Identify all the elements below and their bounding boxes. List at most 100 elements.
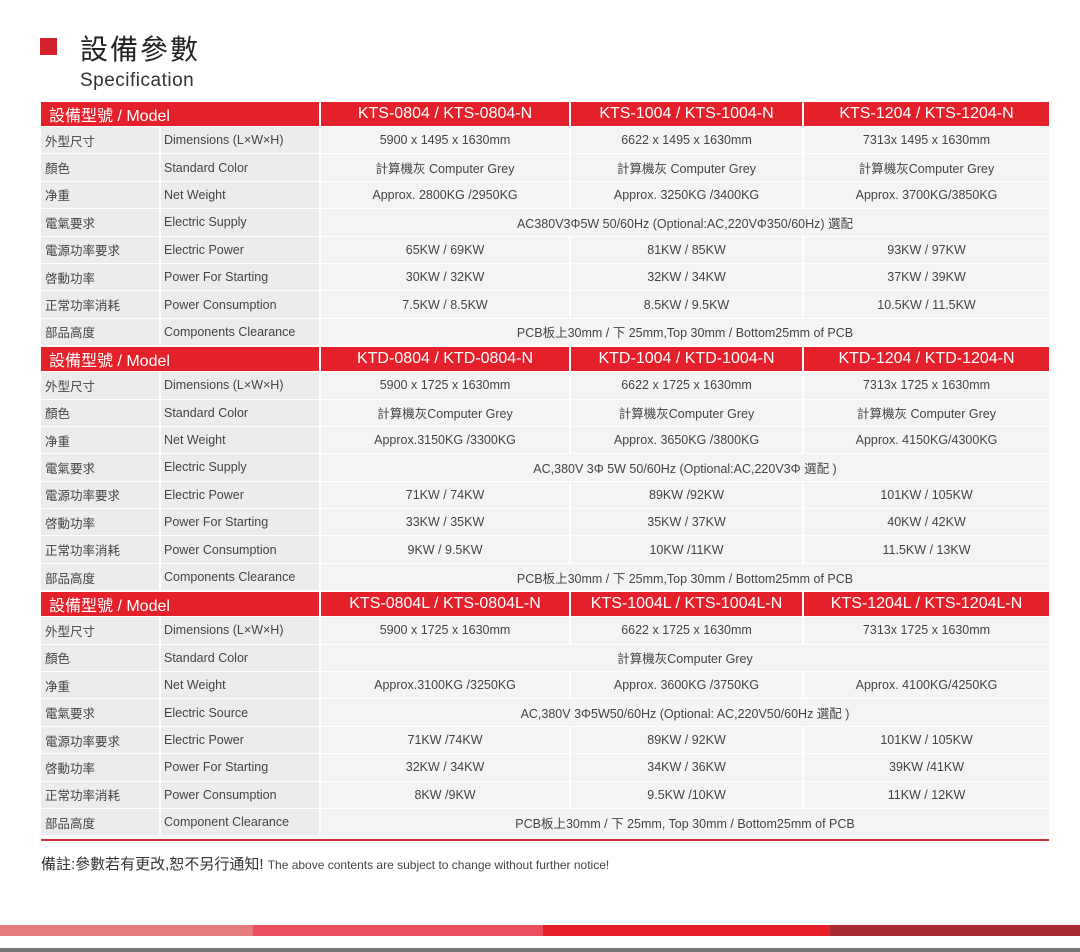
table-row: 净重 Net Weight Approx.3100KG /3250KG Approx.… — [41, 672, 1050, 699]
spec-value: 33KW / 35KW — [321, 509, 570, 536]
spec-value: 71KW /74KW — [321, 726, 570, 754]
spec-table: 設備型號 / Model KTD-0804 / KTD-0804-N KTD-100… — [39, 346, 1051, 591]
row-label-zh: 净重 — [41, 181, 159, 209]
spec-value: 7313x 1725 x 1630mm — [804, 617, 1050, 644]
spec-value: 10.5KW / 11.5KW — [804, 291, 1050, 318]
table-row: 電源功率要求 Electric Power 71KW /74KW 89KW / 92K… — [41, 726, 1050, 754]
spec-value: 32KW / 34KW — [571, 263, 803, 291]
spec-value: 101KW / 105KW — [804, 726, 1050, 754]
spec-tables: 設備型號 / Model KTS-0804 / KTS-0804-N KTS-100… — [39, 101, 1051, 836]
spec-value: 5900 x 1495 x 1630mm — [321, 127, 570, 154]
row-label-zh: 顏色 — [41, 399, 159, 426]
spec-value: 71KW / 74KW — [321, 481, 570, 509]
footnote-en: The above contents are subject to change… — [267, 858, 610, 872]
model-header-label: 設備型號 / Model — [41, 347, 320, 372]
row-label-en: Electric Power — [161, 726, 320, 754]
table-row: 净重 Net Weight Approx. 2800KG /2950KG Approx… — [41, 181, 1050, 209]
row-label-en: Dimensions (L×W×H) — [161, 617, 320, 644]
color-bar-segment — [253, 925, 543, 936]
color-bar-segment — [543, 925, 830, 936]
spec-value: 30KW / 32KW — [321, 263, 570, 291]
spec-value: 9.5KW /10KW — [571, 781, 803, 808]
spec-value: 7313x 1725 x 1630mm — [804, 372, 1050, 399]
table-row: 電氣要求 Electric Source AC,380V 3Φ5W50/60Hz (… — [41, 699, 1050, 726]
row-label-zh: 啓動功率 — [41, 754, 159, 781]
spec-value: 計算機灰Computer Grey — [321, 399, 570, 426]
row-label-en: Power For Starting — [161, 263, 320, 291]
row-label-en: Net Weight — [161, 672, 320, 699]
spec-table: 設備型號 / Model KTS-0804 / KTS-0804-N KTS-100… — [39, 101, 1051, 346]
row-label-zh: 外型尺寸 — [41, 617, 159, 644]
spec-value: 5900 x 1725 x 1630mm — [321, 372, 570, 399]
row-label-en: Power For Starting — [161, 754, 320, 781]
spec-value: 計算機灰 Computer Grey — [321, 154, 570, 181]
table-row: 正常功率消耗 Power Consumption 9KW / 9.5KW 10KW /… — [41, 536, 1050, 563]
spec-value: 40KW / 42KW — [804, 509, 1050, 536]
row-label-zh: 部品高度 — [41, 318, 159, 346]
table-row: 正常功率消耗 Power Consumption 7.5KW / 8.5KW 8.5K… — [41, 291, 1050, 318]
table-row: 外型尺寸 Dimensions (L×W×H) 5900 x 1725 x 1630… — [41, 372, 1050, 399]
spec-value: 9KW / 9.5KW — [321, 536, 570, 563]
spec-value: Approx. 2800KG /2950KG — [321, 181, 570, 209]
table-row: 啓動功率 Power For Starting 30KW / 32KW 32KW / … — [41, 263, 1050, 291]
row-label-zh: 正常功率消耗 — [41, 291, 159, 318]
spec-value: Approx.3100KG /3250KG — [321, 672, 570, 699]
row-label-en: Electric Source — [161, 699, 320, 726]
spec-value: 11KW / 12KW — [804, 781, 1050, 808]
table-header-row: 設備型號 / Model KTD-0804 / KTD-0804-N KTD-100… — [41, 347, 1050, 372]
spec-value: 計算機灰Computer Grey — [321, 644, 1050, 672]
row-label-zh: 電氣要求 — [41, 209, 159, 236]
row-label-zh: 電氣要求 — [41, 699, 159, 726]
row-label-en: Power Consumption — [161, 781, 320, 808]
spec-value: 8.5KW / 9.5KW — [571, 291, 803, 318]
spec-value: Approx. 3650KG /3800KG — [571, 426, 803, 454]
spec-value: 89KW /92KW — [571, 481, 803, 509]
row-label-zh: 净重 — [41, 426, 159, 454]
row-label-zh: 外型尺寸 — [41, 372, 159, 399]
model-header-label: 設備型號 / Model — [41, 102, 320, 126]
color-bar-segment — [0, 925, 253, 936]
spec-value: 65KW / 69KW — [321, 236, 570, 263]
row-label-zh: 正常功率消耗 — [41, 536, 159, 563]
spec-value: 計算機灰Computer Grey — [571, 399, 803, 426]
model-header-label: 設備型號 / Model — [41, 592, 320, 617]
table-row: 顏色 Standard Color 計算機灰Computer Grey — [41, 644, 1050, 672]
spec-value: Approx. 3600KG /3750KG — [571, 672, 803, 699]
model-name: KTS-1204L / KTS-1204L-N — [804, 592, 1050, 617]
table-row: 電源功率要求 Electric Power 71KW / 74KW 89KW /92K… — [41, 481, 1050, 509]
row-label-en: Dimensions (L×W×H) — [161, 127, 320, 154]
row-label-en: Electric Power — [161, 481, 320, 509]
spec-value: 101KW / 105KW — [804, 481, 1050, 509]
table-row: 部品高度 Components Clearance PCB板上30mm / 下 25… — [41, 563, 1050, 591]
row-label-en: Standard Color — [161, 644, 320, 672]
row-label-en: Dimensions (L×W×H) — [161, 372, 320, 399]
row-label-zh: 正常功率消耗 — [41, 781, 159, 808]
spec-value: 10KW /11KW — [571, 536, 803, 563]
spec-value: 6622 x 1725 x 1630mm — [571, 617, 803, 644]
table-row: 電氣要求 Electric Supply AC380V3Φ5W 50/60Hz (O… — [41, 209, 1050, 236]
decorative-color-bars — [0, 925, 1080, 936]
model-name: KTD-0804 / KTD-0804-N — [321, 347, 570, 372]
table-row: 顏色 Standard Color 計算機灰Computer Grey 計算機灰Com… — [41, 399, 1050, 426]
model-name: KTS-0804L / KTS-0804L-N — [321, 592, 570, 617]
row-label-zh: 電源功率要求 — [41, 726, 159, 754]
row-label-en: Components Clearance — [161, 563, 320, 591]
spec-value: 32KW / 34KW — [321, 754, 570, 781]
table-header-row: 設備型號 / Model KTS-0804L / KTS-0804L-N KTS-1… — [41, 592, 1050, 617]
page-subtitle: Specification — [80, 70, 195, 91]
row-label-zh: 電源功率要求 — [41, 236, 159, 263]
spec-value: 6622 x 1495 x 1630mm — [571, 127, 803, 154]
spec-value: AC380V3Φ5W 50/60Hz (Optional:AC,220VΦ350… — [321, 209, 1050, 236]
spec-value: 37KW / 39KW — [804, 263, 1050, 291]
spec-value: 7.5KW / 8.5KW — [321, 291, 570, 318]
row-label-en: Electric Supply — [161, 209, 320, 236]
spec-value: 計算機灰 Computer Grey — [804, 399, 1050, 426]
table-row: 顏色 Standard Color 計算機灰 Computer Grey 計算機灰 C… — [41, 154, 1050, 181]
row-label-en: Components Clearance — [161, 318, 320, 346]
footnote-zh: 備註:參數若有更改,恕不另行通知! — [41, 856, 264, 873]
color-bar-segment — [830, 925, 1080, 936]
spec-value: AC,380V 3Φ 5W 50/60Hz (Optional:AC,220V3… — [321, 454, 1050, 481]
row-label-en: Electric Power — [161, 236, 320, 263]
row-label-en: Power Consumption — [161, 291, 320, 318]
spec-value: 5900 x 1725 x 1630mm — [321, 617, 570, 644]
